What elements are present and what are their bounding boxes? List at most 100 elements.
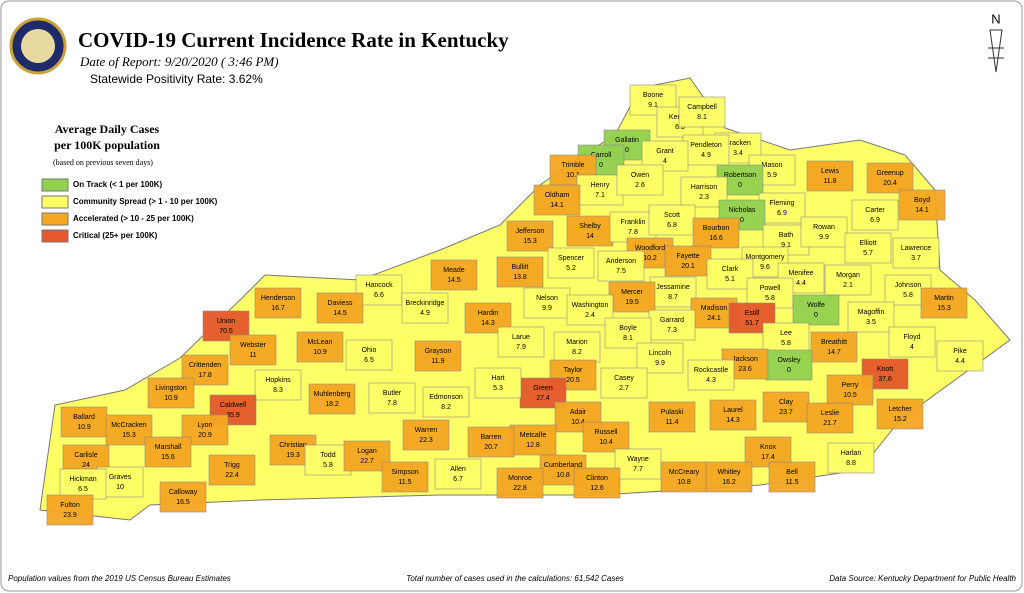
county-value: 9.1	[781, 242, 791, 249]
footer-left: Population values from the 2019 US Censu…	[8, 574, 231, 583]
county-area	[576, 174, 624, 206]
county-area	[296, 331, 344, 363]
county-area	[608, 281, 656, 313]
county-area	[800, 216, 848, 248]
county-value: 9.1	[648, 102, 658, 109]
county-value: 7.9	[516, 344, 526, 351]
county-area	[254, 287, 302, 319]
county-name: Bath	[779, 232, 794, 239]
county-name: Graves	[109, 474, 132, 481]
county-name: Fayette	[676, 253, 699, 260]
county-value: 20.1	[681, 263, 695, 270]
county-area	[497, 326, 545, 358]
legend-label: Community Spread (> 1 - 10 per 100K)	[73, 197, 218, 206]
county-area	[597, 250, 645, 282]
county-value: 11.5	[398, 479, 411, 486]
county-value: 8.3	[273, 387, 283, 394]
county-value: 51.7	[745, 320, 759, 327]
county-name: Oldham	[545, 192, 570, 199]
county-value: 4	[663, 158, 667, 165]
county-value: 5.2	[566, 265, 576, 272]
county-name: Lee	[780, 330, 792, 337]
county-value: 7.7	[633, 466, 643, 473]
county-area	[566, 294, 614, 326]
county-area	[920, 287, 968, 319]
legend-note: (based on previous seven days)	[53, 158, 153, 167]
county-area	[533, 184, 581, 216]
county-value: 4.9	[701, 152, 711, 159]
county-value: 18.2	[325, 401, 339, 408]
county-name: Ballard	[73, 414, 95, 421]
county-area	[208, 454, 256, 486]
county-value: 14.5	[333, 310, 347, 317]
county-name: Anderson	[606, 258, 636, 265]
county-name: Pendleton	[690, 142, 722, 149]
legend-label: On Track (< 1 per 100K)	[73, 180, 162, 189]
county-name: Jessamine	[656, 284, 690, 291]
county-area	[762, 391, 810, 423]
county-name: Bracken	[725, 140, 751, 147]
county-value: 3.4	[733, 150, 743, 157]
county-name: Leslie	[821, 410, 839, 417]
county-value: 0	[814, 312, 818, 319]
county-area	[553, 331, 601, 363]
county-name: Lyon	[198, 422, 213, 429]
county-name: Bourbon	[703, 225, 730, 232]
spacer	[62, 90, 130, 160]
county-area	[660, 461, 708, 493]
county-name: Wayne	[627, 456, 649, 463]
county-value: 7.3	[667, 327, 677, 334]
county-name: Lawrence	[901, 245, 931, 252]
legend-swatch	[41, 195, 69, 209]
county-value: 15.3	[523, 238, 537, 245]
legend-swatch	[41, 212, 69, 226]
footer-center: Total number of cases used in the calcul…	[406, 574, 624, 583]
county-value: 10.2	[643, 255, 657, 262]
county-value: 20.9	[198, 432, 212, 439]
county-value: 13.8	[513, 274, 527, 281]
county-area	[648, 401, 696, 433]
county-value: 6.6	[374, 292, 384, 299]
county-name: Marion	[566, 339, 588, 346]
county-area	[147, 377, 195, 409]
county-area	[402, 419, 450, 451]
county-area	[682, 134, 730, 166]
county-name: Franklin	[621, 219, 646, 226]
county-area	[159, 481, 207, 513]
county-value: 3.5	[866, 319, 876, 326]
county-name: Morgan	[836, 272, 860, 279]
county-name: Estill	[745, 310, 760, 317]
county-name: Magoffin	[858, 309, 885, 316]
county-value: 10.9	[313, 349, 327, 356]
county-name: McCreary	[669, 469, 700, 476]
county-value: 4.9	[420, 310, 430, 317]
county-value: 10.8	[677, 479, 691, 486]
county-area	[678, 96, 726, 128]
county-name: Larue	[512, 334, 530, 341]
county-name: Adair	[570, 409, 587, 416]
county-value: 24.1	[707, 315, 721, 322]
county-value: 8.2	[441, 404, 451, 411]
county-area	[765, 349, 813, 381]
county-value: 2.6	[635, 182, 645, 189]
county-value: 10	[116, 484, 124, 491]
county-value: 21.7	[823, 420, 837, 427]
county-value: 4.3	[706, 377, 716, 384]
county-value: 5.8	[903, 292, 913, 299]
county-name: Barren	[480, 434, 501, 441]
county-name: Knox	[760, 444, 776, 451]
county-value: 0	[599, 162, 603, 169]
county-area	[144, 436, 192, 468]
county-name: Cumberland	[544, 462, 582, 469]
county-name: McCracken	[111, 422, 147, 429]
county-value: 14.1	[550, 202, 564, 209]
county-name: Martin	[934, 295, 954, 302]
county-name: Mercer	[621, 289, 643, 296]
county-name: Grayson	[425, 348, 452, 355]
county-area	[547, 247, 595, 279]
county-value: 35.9	[226, 412, 240, 419]
county-value: 14.7	[827, 349, 841, 356]
county-area	[254, 369, 302, 401]
county-value: 14.3	[726, 417, 740, 424]
